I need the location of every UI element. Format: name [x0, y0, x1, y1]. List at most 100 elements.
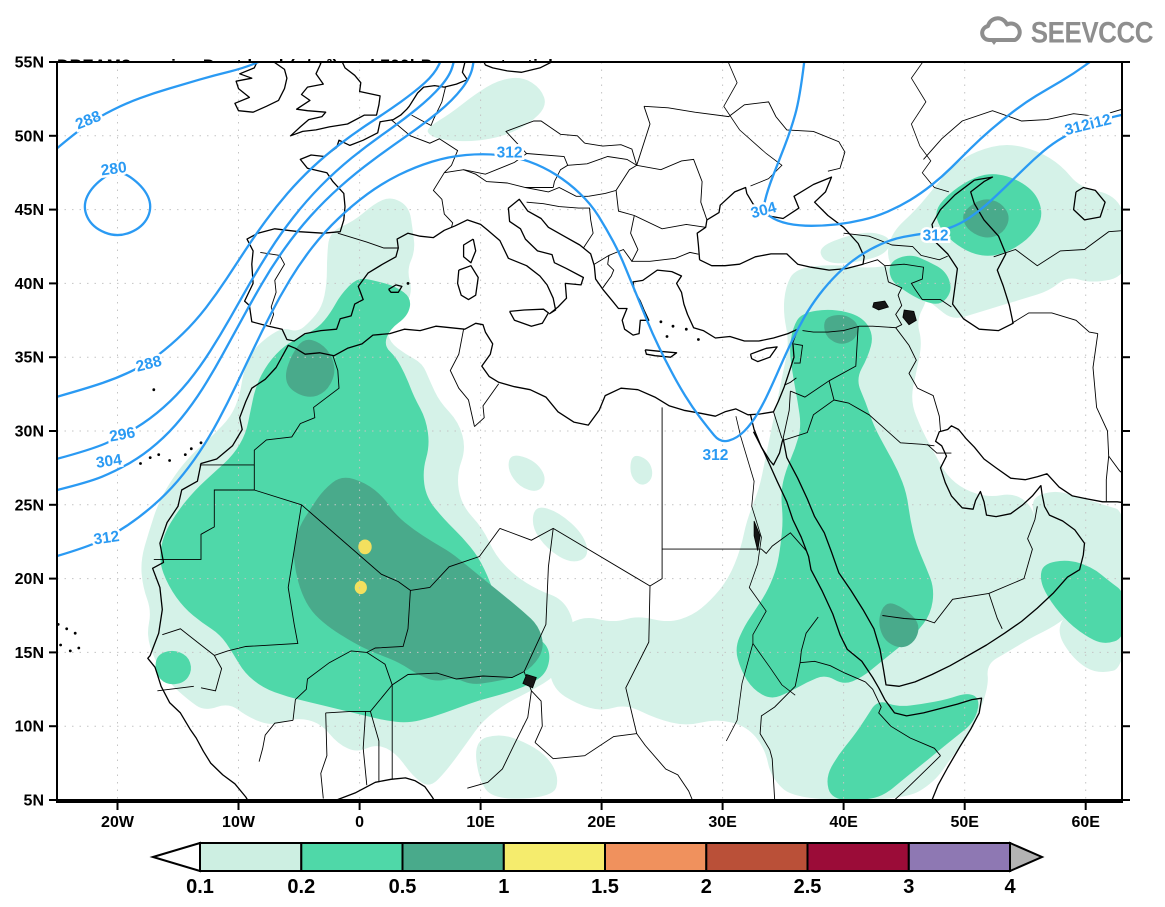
contour-280	[83, 171, 152, 237]
contour-304	[763, 62, 1092, 227]
country-border	[200, 655, 223, 692]
contour-label: 304	[95, 451, 123, 471]
country-border	[157, 685, 194, 692]
country-border	[260, 251, 286, 325]
lon-tick-label: 40E	[829, 814, 858, 831]
island	[665, 335, 669, 338]
contour-288	[57, 62, 442, 398]
dust-region-0.1	[427, 77, 545, 142]
lat-tick-label: 40N	[15, 276, 44, 293]
colorbar-level-label: 0.5	[389, 876, 417, 898]
country-border	[884, 265, 903, 329]
dust-region-0.2	[155, 650, 191, 685]
coastline	[234, 62, 288, 113]
dust-region-0.2	[736, 309, 934, 698]
island	[65, 627, 69, 631]
lake	[522, 674, 537, 689]
coastline	[752, 431, 983, 800]
coastline	[749, 414, 784, 466]
country-border	[662, 532, 807, 555]
country-border	[988, 593, 1003, 629]
island	[168, 459, 171, 462]
country-border	[833, 399, 935, 447]
country-border	[567, 156, 637, 166]
country-border	[366, 652, 525, 686]
dust-region-0.1	[630, 455, 653, 485]
seevccc-logo: SEEVCCC	[979, 14, 1154, 49]
lon-tick-label: 60E	[1071, 814, 1100, 831]
colorbar-level-label: 1	[498, 876, 509, 898]
island	[684, 327, 688, 331]
country-border	[602, 255, 615, 289]
colorbar-segment	[300, 842, 404, 872]
country-border	[526, 201, 594, 249]
colorbar-arrow-left	[149, 841, 201, 873]
dust-region-0.2	[1040, 560, 1122, 643]
contour-label: 312	[93, 528, 121, 548]
country-border	[410, 528, 501, 591]
colorbar-level-label: 2	[701, 876, 712, 898]
plot-area: 280288288296304312312312312312i1230455N5…	[15, 55, 1130, 831]
colorbar-segment	[604, 842, 708, 872]
country-border	[615, 190, 706, 230]
coastline	[509, 308, 550, 327]
island	[406, 282, 410, 285]
coastline	[456, 265, 479, 301]
country-border	[337, 232, 399, 249]
country-border	[366, 590, 411, 653]
island	[199, 441, 203, 445]
lat-tick-label: 30N	[15, 424, 44, 441]
country-border	[523, 528, 554, 672]
country-border	[865, 681, 941, 756]
contour-296	[57, 62, 455, 461]
country-border	[325, 684, 393, 714]
country-border	[584, 142, 638, 166]
country-border	[474, 383, 500, 427]
dust-region-0.1	[476, 735, 558, 799]
country-border	[463, 120, 586, 175]
country-border	[802, 325, 896, 333]
lat-tick-label: 45N	[15, 202, 44, 219]
dust-region-0.5	[879, 603, 919, 648]
lon-tick-label: 50E	[950, 814, 979, 831]
contour-layer	[57, 62, 1122, 558]
country-border	[253, 355, 340, 465]
geo-layer	[57, 62, 1122, 800]
island	[148, 456, 152, 459]
country-border	[162, 628, 215, 656]
country-border	[525, 187, 589, 197]
island	[73, 631, 77, 635]
lat-tick-label: 20N	[15, 571, 44, 588]
coastline	[388, 284, 403, 293]
colorbar-level-label: 0.1	[186, 876, 214, 898]
country-border	[320, 712, 328, 799]
country-border	[390, 119, 459, 174]
country-border	[214, 504, 302, 656]
island	[697, 338, 700, 341]
dust-spot-1	[358, 539, 372, 555]
coastline	[1072, 186, 1106, 221]
island	[77, 646, 81, 650]
colorbar-level-label: 1.5	[591, 876, 619, 898]
island	[139, 462, 142, 465]
country-border	[843, 232, 948, 261]
lon-tick-label: 20W	[101, 814, 135, 831]
lat-tick-label: 15N	[15, 645, 44, 662]
country-border	[649, 407, 663, 587]
island	[183, 453, 187, 456]
colorbar-segment	[806, 842, 910, 872]
country-border	[467, 690, 532, 789]
contour-label: 312	[497, 145, 523, 162]
country-border	[630, 215, 699, 262]
lon-tick-label: 30E	[708, 814, 737, 831]
dust-region-0.1	[532, 507, 588, 562]
dust-region-0.1	[820, 232, 890, 264]
country-border	[1011, 312, 1098, 335]
country-border	[759, 616, 819, 800]
island	[59, 643, 62, 647]
country-border	[1105, 456, 1110, 502]
lat-tick-label: 50N	[15, 128, 44, 145]
river	[725, 643, 754, 742]
country-border	[292, 650, 367, 721]
